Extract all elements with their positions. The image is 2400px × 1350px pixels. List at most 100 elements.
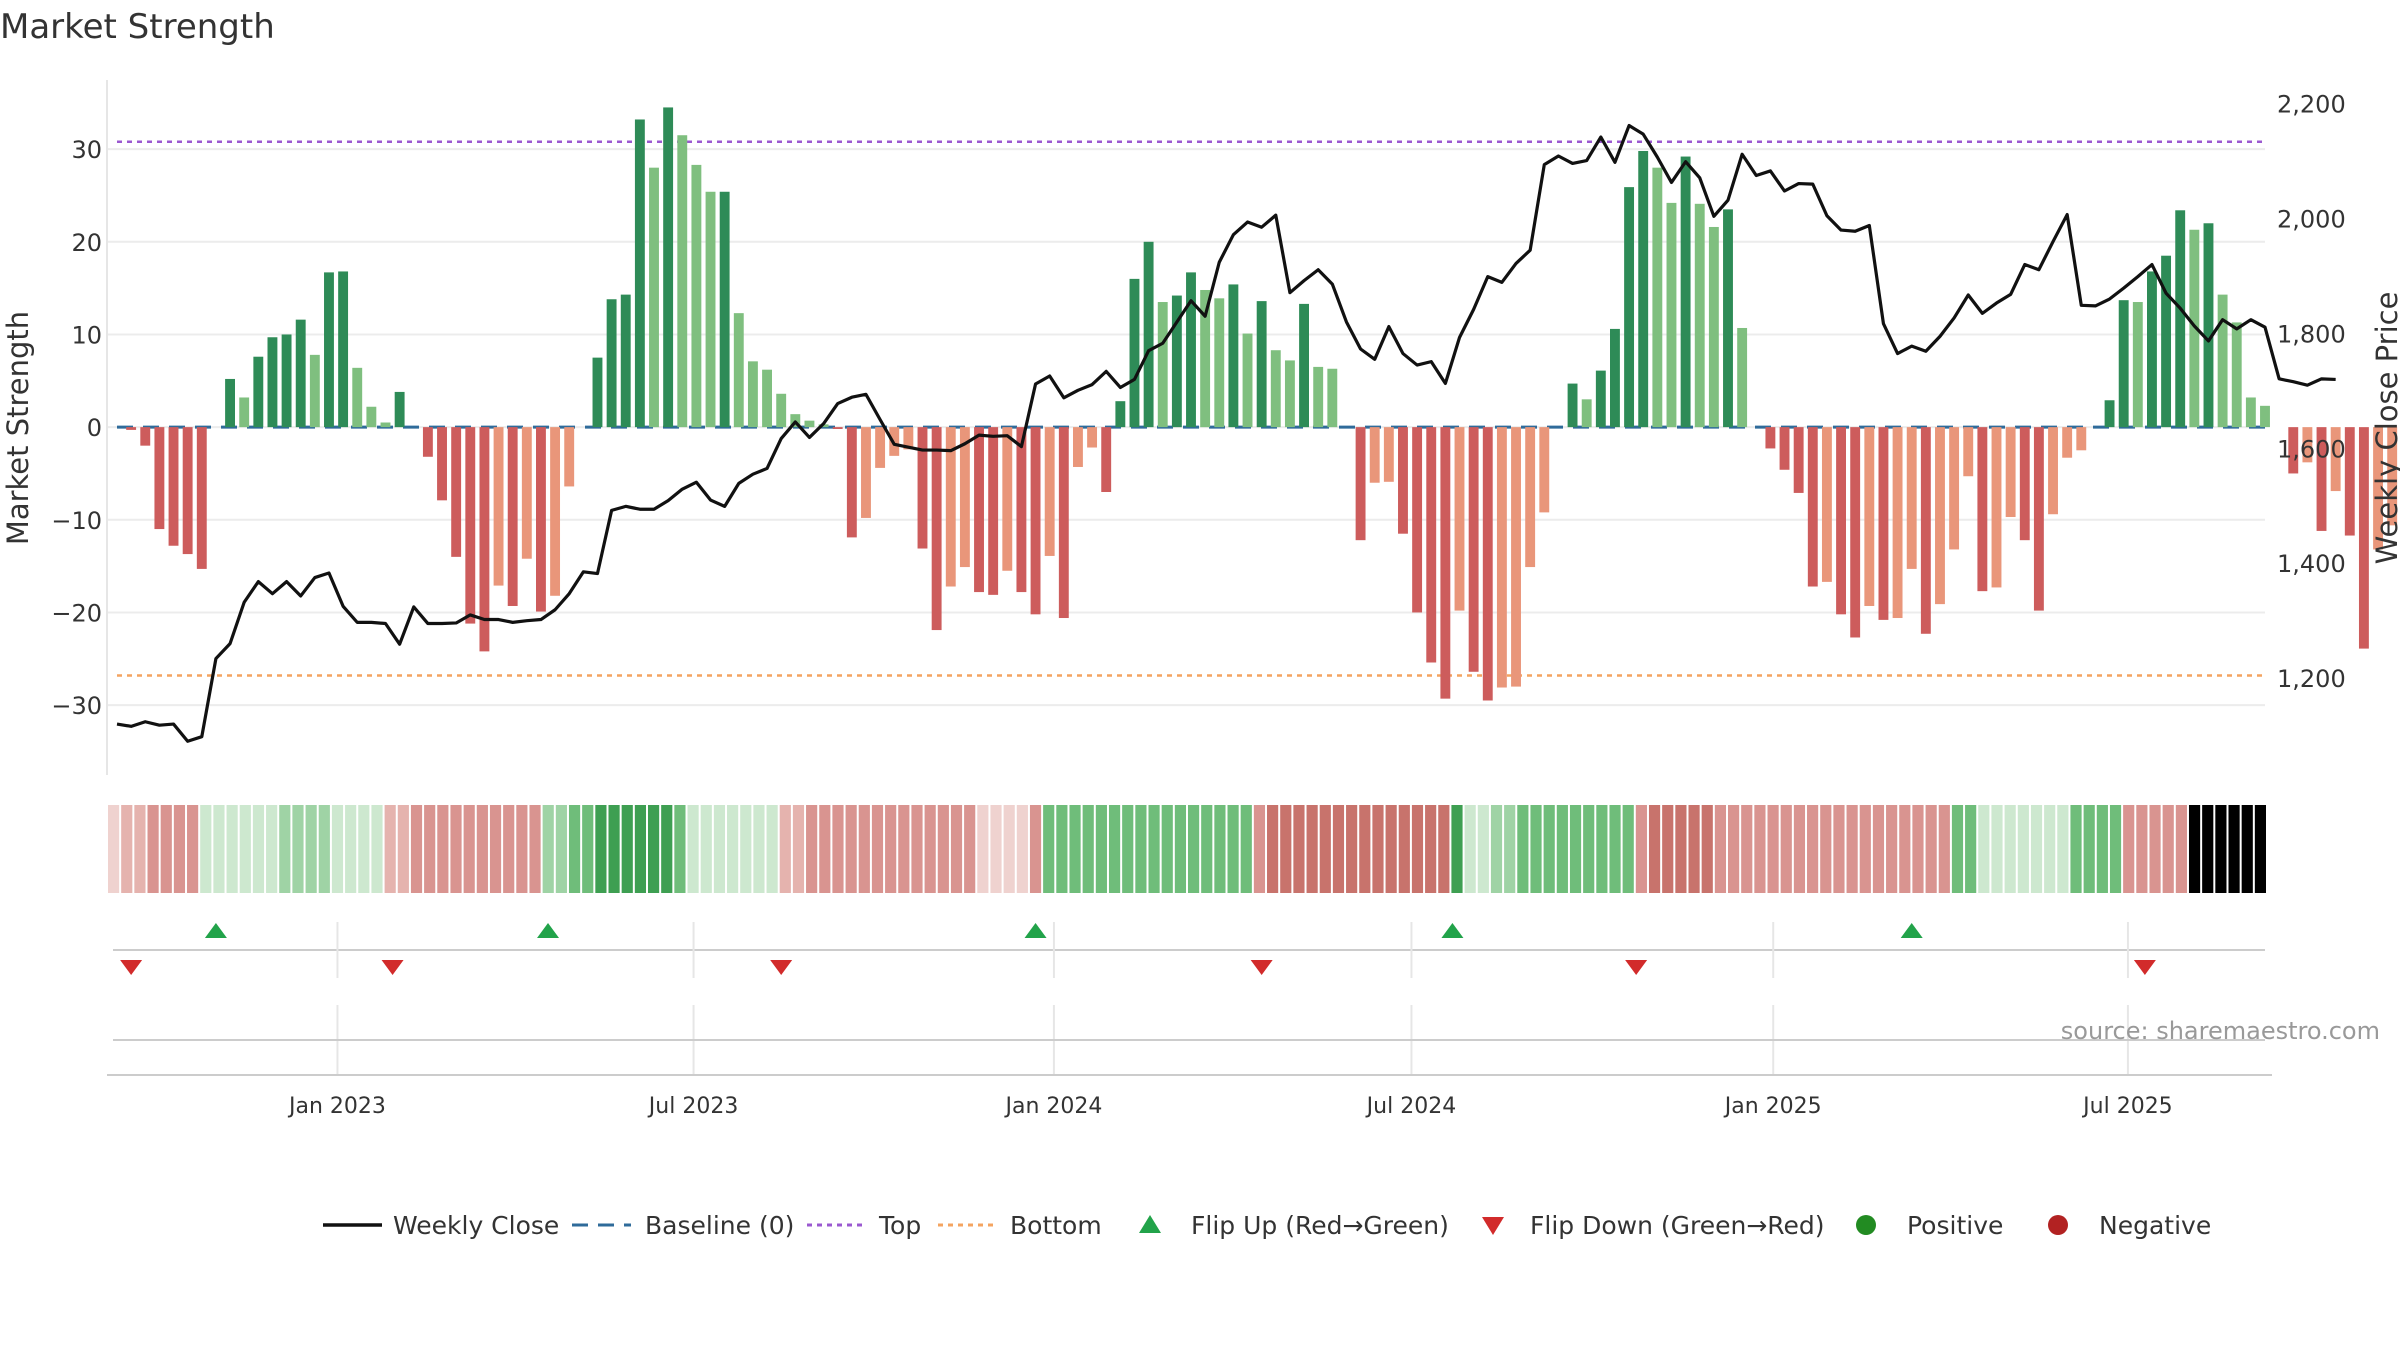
strength-bar (2019, 427, 2030, 541)
strength-bar (2147, 271, 2157, 428)
regime-cell (1675, 805, 1687, 893)
strength-bar (1694, 203, 1705, 428)
regime-cell (2175, 805, 2187, 893)
regime-cell (2162, 805, 2174, 893)
regime-cell (1490, 805, 1503, 893)
strength-bar (1454, 427, 1465, 611)
strength-bar (281, 334, 292, 428)
regime-cell (424, 805, 436, 893)
regime-cell (1043, 805, 1055, 893)
strength-bar (253, 356, 264, 428)
strength-bar (959, 427, 970, 568)
flip-up-marker (1900, 923, 1923, 938)
regime-cell (568, 805, 581, 893)
weekly-close-line (116, 123, 2336, 743)
strength-bar (1807, 427, 1818, 587)
strength-bar (1044, 427, 1055, 556)
strength-bar (1737, 327, 1748, 428)
strength-bar (1836, 427, 1846, 615)
legend-item: Positive (1856, 1211, 2003, 1240)
regime-cell (871, 805, 884, 893)
regime-cell (463, 805, 475, 893)
regime-cell (1793, 805, 1806, 893)
regime-cell (2070, 805, 2082, 893)
regime-cell (779, 805, 791, 893)
regime-cell (1688, 805, 1700, 893)
regime-cell (674, 805, 686, 893)
regime-cell (226, 805, 238, 893)
legend-label: Weekly Close (393, 1211, 559, 1240)
regime-cell (898, 805, 910, 893)
regime-cell (1754, 805, 1766, 893)
strength-bar (465, 427, 476, 624)
regime-cell (2083, 805, 2095, 893)
strength-bar (1200, 289, 1211, 428)
strength-bar (1299, 303, 1309, 428)
strength-bar (705, 191, 716, 428)
regime-cell (1820, 805, 1832, 893)
strength-bar (1002, 427, 1013, 571)
regime-cell (1714, 805, 1726, 893)
strength-bar (2076, 427, 2087, 451)
regime-cell (239, 805, 251, 893)
legend-label: Bottom (1010, 1211, 1102, 1240)
strength-bar (422, 427, 433, 457)
regime-cell (2030, 805, 2043, 893)
strength-bar (1073, 427, 1083, 467)
y2-tick-label: 2,200 (2277, 91, 2346, 119)
strength-bar (507, 427, 518, 606)
y-tick-label: −10 (51, 507, 102, 535)
flip-down-marker (120, 960, 143, 975)
regime-cell (266, 805, 278, 893)
x-tick-label: Jul 2023 (647, 1094, 739, 1119)
regime-cell (2202, 805, 2214, 893)
strength-bar (2387, 427, 2398, 526)
regime-cell (2123, 805, 2135, 893)
strength-bar (2302, 427, 2313, 463)
regime-cell (1477, 805, 1489, 893)
regime-cell (2254, 805, 2266, 893)
strength-bar (2288, 427, 2299, 474)
regime-cell (173, 805, 186, 893)
strength-bar (2231, 322, 2242, 428)
regime-cell (753, 805, 765, 893)
regime-cell (1148, 805, 1160, 893)
strength-bar (2245, 397, 2256, 428)
strength-bar (1935, 427, 1945, 605)
regime-cell (661, 805, 673, 893)
strength-bar (945, 427, 956, 587)
reference-lines (117, 140, 2265, 677)
strength-bar (479, 427, 490, 652)
regime-cell (1293, 805, 1305, 893)
regime-cell (1385, 805, 1397, 893)
regime-cell (977, 805, 989, 893)
strength-bar (1468, 427, 1479, 672)
regime-cell (1846, 805, 1858, 893)
regime-cell (331, 805, 344, 893)
strength-bar (2217, 294, 2228, 428)
x-axis: Jan 2023 Jul 2023 Jan 2024 Jul 2024 Jan 2025… (107, 922, 2272, 1119)
strength-bar (832, 427, 843, 429)
strength-bar (2161, 255, 2172, 428)
y2-tick-label: 1,800 (2277, 320, 2346, 348)
regime-cell (1267, 805, 1279, 893)
strength-bar (2189, 229, 2200, 428)
strength-bar (1821, 427, 1832, 582)
regime-cell (1214, 805, 1226, 893)
strength-bar (536, 427, 546, 612)
strength-bar (2132, 302, 2143, 428)
strength-bar (1878, 427, 1889, 620)
strength-bar (2316, 427, 2327, 531)
strength-bar (1412, 427, 1423, 613)
regime-cell (621, 805, 633, 893)
regime-cell (318, 805, 330, 893)
regime-cell (648, 805, 660, 893)
y-tick-label: −30 (51, 692, 102, 720)
strength-bar (747, 361, 758, 428)
strength-bar (1270, 350, 1281, 428)
regime-cell (147, 805, 159, 893)
regime-cell (990, 805, 1002, 893)
strength-bar (1991, 427, 2002, 588)
strength-bar (1666, 202, 1677, 428)
strength-bar (1539, 427, 1550, 513)
